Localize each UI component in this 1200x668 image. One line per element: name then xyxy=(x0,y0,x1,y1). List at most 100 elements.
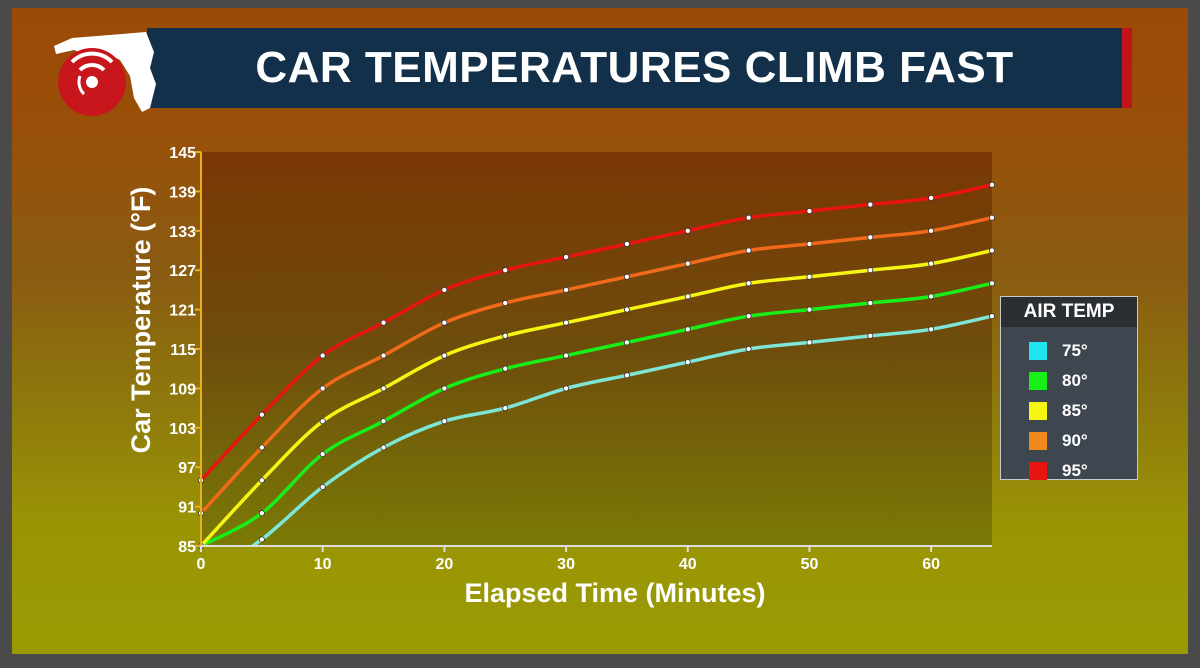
legend-title: AIR TEMP xyxy=(1001,297,1137,327)
data-point xyxy=(563,254,570,261)
title-banner-inner: CAR TEMPERATURES CLIMB FAST xyxy=(147,28,1122,108)
data-point xyxy=(623,339,630,346)
data-point xyxy=(502,365,509,372)
y-tick-label: 121 xyxy=(169,303,196,320)
data-point xyxy=(258,444,265,451)
data-point xyxy=(806,273,813,280)
data-point xyxy=(319,352,326,359)
page-title: CAR TEMPERATURES CLIMB FAST xyxy=(255,43,1014,92)
data-point xyxy=(380,319,387,326)
data-point xyxy=(623,240,630,247)
y-tick-label: 133 xyxy=(169,224,196,241)
data-point xyxy=(258,411,265,418)
data-point xyxy=(684,227,691,234)
y-tick-label: 127 xyxy=(169,263,196,280)
data-point xyxy=(441,418,448,425)
data-point xyxy=(563,319,570,326)
data-point xyxy=(623,306,630,313)
legend-swatch-75 xyxy=(1029,342,1047,360)
data-point xyxy=(258,510,265,517)
data-point xyxy=(928,293,935,300)
legend-swatch-85 xyxy=(1029,402,1047,420)
x-tick-label: 50 xyxy=(801,556,819,573)
data-point xyxy=(502,300,509,307)
data-point xyxy=(380,418,387,425)
data-point xyxy=(258,477,265,484)
legend-label-95: 95° xyxy=(1062,461,1088,480)
data-point xyxy=(623,372,630,379)
y-tick-label: 103 xyxy=(169,421,196,438)
data-point xyxy=(563,352,570,359)
data-point xyxy=(441,319,448,326)
x-tick-label: 10 xyxy=(314,556,332,573)
data-point xyxy=(745,280,752,287)
data-point xyxy=(806,240,813,247)
data-point xyxy=(928,260,935,267)
x-tick-label: 60 xyxy=(922,556,940,573)
data-point xyxy=(623,273,630,280)
data-point xyxy=(684,359,691,366)
legend-label-90: 90° xyxy=(1062,431,1088,450)
data-point xyxy=(806,339,813,346)
data-point xyxy=(684,326,691,333)
y-tick-label: 139 xyxy=(169,184,196,201)
data-point xyxy=(502,267,509,274)
y-tick-label: 97 xyxy=(178,460,196,477)
legend: AIR TEMP 75° 80° 85° 90° 95° xyxy=(1000,296,1138,480)
data-point xyxy=(745,247,752,254)
line-chart: 85 91 97 103 109 115 121 127 133 139 145 0 10 20 30 40… xyxy=(126,145,996,608)
data-point xyxy=(867,300,874,307)
y-axis-label: Car Temperature (°F) xyxy=(126,187,156,454)
data-point xyxy=(380,352,387,359)
legend-swatch-80 xyxy=(1029,372,1047,390)
data-point xyxy=(441,385,448,392)
florida-radar-logo-icon xyxy=(54,32,156,116)
data-point xyxy=(867,267,874,274)
data-point xyxy=(806,208,813,215)
y-tick-label: 145 xyxy=(169,145,196,162)
data-point xyxy=(867,234,874,241)
legend-swatch-95 xyxy=(1029,462,1047,480)
x-tick-label: 20 xyxy=(435,556,453,573)
legend-label-85: 85° xyxy=(1062,401,1088,420)
data-point xyxy=(258,536,265,543)
data-point xyxy=(684,293,691,300)
data-point xyxy=(319,483,326,490)
data-point xyxy=(928,227,935,234)
legend-label-75: 75° xyxy=(1062,341,1088,360)
data-point xyxy=(380,444,387,451)
x-axis-label: Elapsed Time (Minutes) xyxy=(464,578,765,608)
x-tick-label: 40 xyxy=(679,556,697,573)
data-point xyxy=(563,385,570,392)
data-point xyxy=(319,385,326,392)
x-tick-label: 30 xyxy=(557,556,575,573)
data-point xyxy=(989,280,996,287)
y-tick-label: 91 xyxy=(178,500,196,517)
x-tick-label: 0 xyxy=(197,556,206,573)
data-point xyxy=(563,286,570,293)
graphic-frame: CAR TEMPERATURES CLIMB FAST 85 91 97 103 109… xyxy=(12,8,1188,654)
data-point xyxy=(745,345,752,352)
y-tick-label: 109 xyxy=(169,381,196,398)
data-point xyxy=(684,260,691,267)
legend-swatch-90 xyxy=(1029,432,1047,450)
data-point xyxy=(806,306,813,313)
data-point xyxy=(502,405,509,412)
data-point xyxy=(441,286,448,293)
data-point xyxy=(989,214,996,221)
data-point xyxy=(928,326,935,333)
data-point xyxy=(928,194,935,201)
y-tick-label: 85 xyxy=(178,539,196,556)
data-point xyxy=(989,247,996,254)
data-point xyxy=(867,332,874,339)
data-point xyxy=(441,352,448,359)
legend-label-80: 80° xyxy=(1062,371,1088,390)
data-point xyxy=(745,214,752,221)
data-point xyxy=(745,313,752,320)
data-point xyxy=(319,451,326,458)
data-point xyxy=(319,418,326,425)
data-point xyxy=(380,385,387,392)
data-point xyxy=(502,332,509,339)
data-point xyxy=(989,313,996,320)
y-tick-label: 115 xyxy=(170,342,196,359)
